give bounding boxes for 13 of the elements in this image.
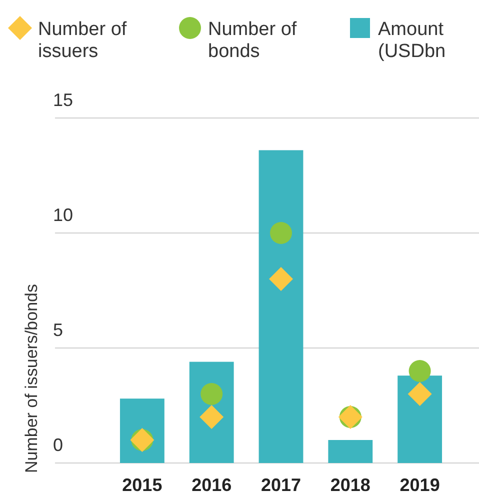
y-tick-label: 15 [53,90,74,110]
x-tick-label: 2018 [330,475,370,495]
x-tick-label: 2019 [400,475,440,495]
x-tick-label: 2016 [192,475,232,495]
legend-label: Amount (USDbn [378,19,446,62]
legend-label: Number of bonds [208,19,298,62]
x-tick-label: 2015 [122,475,162,495]
y-tick-label: 5 [53,320,64,340]
y-axis-title: Number of issuers/bonds [22,284,41,473]
y-tick-label: 0 [53,435,64,455]
x-tick-label: 2017 [260,475,302,495]
y-tick-label: 10 [53,205,74,225]
legend-label: Number of issuers [38,19,128,62]
